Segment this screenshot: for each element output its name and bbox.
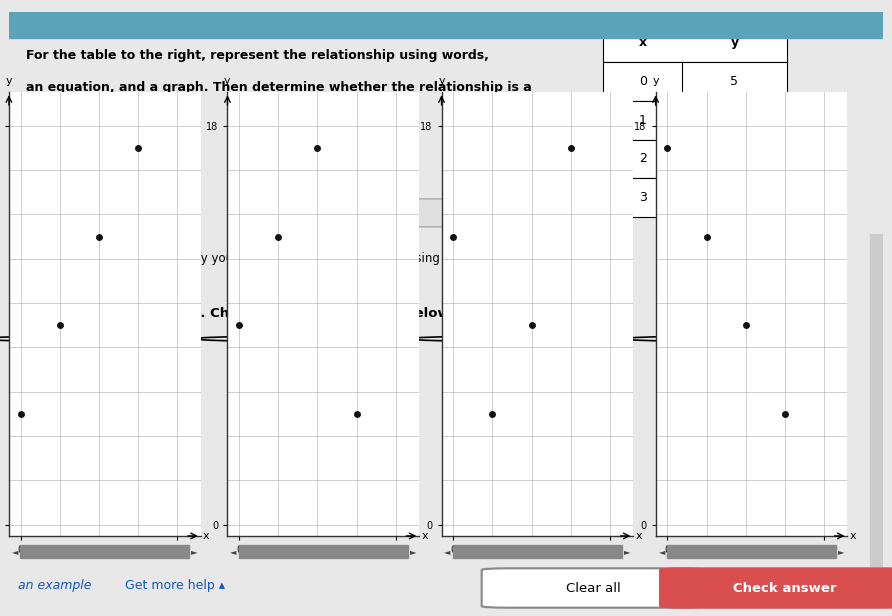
Text: 1: 1 xyxy=(639,113,647,127)
Text: y: y xyxy=(224,76,231,86)
Text: ◄: ◄ xyxy=(12,547,19,556)
Text: linear function.: linear function. xyxy=(27,113,134,127)
Text: (Simplify your answer. Type an expression using x as the variable.): (Simplify your answer. Type an expressio… xyxy=(153,252,551,265)
Bar xyxy=(453,545,622,558)
Text: y: y xyxy=(5,76,12,86)
Bar xyxy=(667,545,836,558)
Text: ◄: ◄ xyxy=(658,547,665,556)
Text: y: y xyxy=(438,76,445,86)
Text: ◄: ◄ xyxy=(444,547,451,556)
Text: an equation, and a graph. Then determine whether the relationship is a: an equation, and a graph. Then determine… xyxy=(27,81,533,94)
Text: 5: 5 xyxy=(731,75,739,88)
Text: 3: 3 xyxy=(639,191,647,205)
Text: ►: ► xyxy=(409,547,417,556)
Text: x: x xyxy=(639,36,647,49)
Text: 4x + 5: 4x + 5 xyxy=(86,251,132,265)
Text: B.: B. xyxy=(265,332,281,346)
Bar xyxy=(9,12,883,38)
Text: ►: ► xyxy=(838,547,845,556)
Text: 9: 9 xyxy=(731,113,739,127)
FancyBboxPatch shape xyxy=(660,569,892,607)
Text: 13: 13 xyxy=(727,152,742,166)
Text: Graph the relationship. Choose the correct graph below.: Graph the relationship. Choose the corre… xyxy=(30,307,454,320)
Text: y: y xyxy=(731,36,739,49)
FancyBboxPatch shape xyxy=(63,235,155,282)
Bar xyxy=(603,100,787,139)
Bar xyxy=(603,139,787,179)
Text: D.: D. xyxy=(693,332,710,346)
Text: ►: ► xyxy=(624,547,631,556)
Text: For the table to the right, represent the relationship using words,: For the table to the right, represent th… xyxy=(27,49,490,62)
Text: y: y xyxy=(652,76,659,86)
Text: Check answer: Check answer xyxy=(733,582,837,594)
Text: an example: an example xyxy=(18,579,91,592)
Text: Get more help ▴: Get more help ▴ xyxy=(125,579,225,592)
Text: y =: y = xyxy=(30,251,60,265)
Bar xyxy=(870,345,883,567)
Text: Clear all: Clear all xyxy=(566,582,621,594)
Bar xyxy=(870,234,883,345)
Text: x: x xyxy=(635,531,642,541)
Text: 0: 0 xyxy=(639,75,647,88)
Text: x: x xyxy=(202,531,210,541)
Bar xyxy=(603,23,787,62)
FancyBboxPatch shape xyxy=(482,569,705,607)
FancyBboxPatch shape xyxy=(381,199,512,227)
Text: x: x xyxy=(421,531,428,541)
Bar xyxy=(603,62,787,100)
Text: C.: C. xyxy=(479,332,494,346)
Text: ...: ... xyxy=(441,208,451,218)
Bar xyxy=(603,179,787,217)
Text: ►: ► xyxy=(191,547,198,556)
Bar xyxy=(239,545,408,558)
Bar xyxy=(21,545,189,558)
Text: 2: 2 xyxy=(639,152,647,166)
Text: ◄: ◄ xyxy=(230,547,237,556)
Text: 17: 17 xyxy=(727,191,742,205)
Text: x: x xyxy=(849,531,856,541)
Text: A.: A. xyxy=(51,332,67,346)
